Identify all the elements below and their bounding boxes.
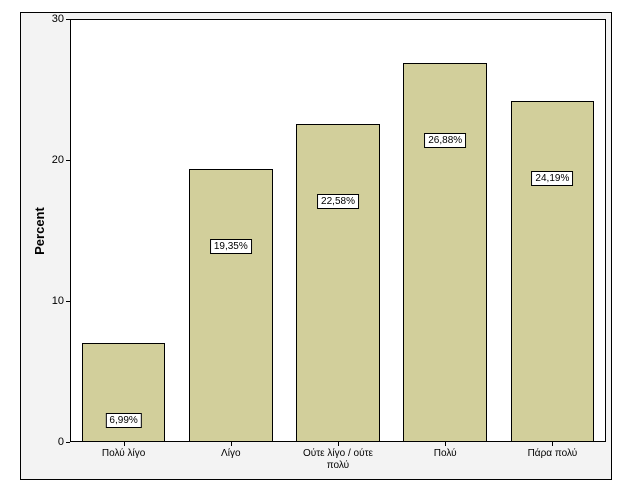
y-axis-label: Percent <box>32 181 47 281</box>
bar-value-label: 22,58% <box>317 194 359 209</box>
x-tick-mark <box>552 442 553 446</box>
y-tick-label: 0 <box>36 436 64 448</box>
y-tick-label: 10 <box>36 295 64 307</box>
x-tick-label: Πάρα πολύ <box>499 448 606 460</box>
bar-value-label: 24,19% <box>531 171 573 186</box>
chart-container: Percent 0 10 20 30 6,99% 19,35% 22,58% 26,88% 2… <box>0 0 626 501</box>
x-tick-label: Ούτε λίγο / ούτε πολύ <box>284 448 391 471</box>
y-tick-label: 30 <box>36 13 64 25</box>
y-tick-label: 20 <box>36 154 64 166</box>
x-tick-mark <box>338 442 339 446</box>
y-tick-mark <box>66 160 70 161</box>
bar-value-label: 19,35% <box>210 239 252 254</box>
x-tick-label: Λίγο <box>177 448 284 460</box>
x-tick-mark <box>445 442 446 446</box>
bar <box>511 101 595 442</box>
y-tick-mark <box>66 19 70 20</box>
x-tick-mark <box>124 442 125 446</box>
x-tick-mark <box>231 442 232 446</box>
bar <box>296 124 380 442</box>
bar <box>189 169 273 442</box>
y-tick-mark <box>66 442 70 443</box>
x-tick-label: Πολύ <box>392 448 499 460</box>
x-tick-label: Πολύ λίγο <box>70 448 177 460</box>
y-tick-mark <box>66 301 70 302</box>
bar-value-label: 26,88% <box>424 133 466 148</box>
bar-value-label: 6,99% <box>105 413 141 428</box>
bar <box>403 63 487 442</box>
